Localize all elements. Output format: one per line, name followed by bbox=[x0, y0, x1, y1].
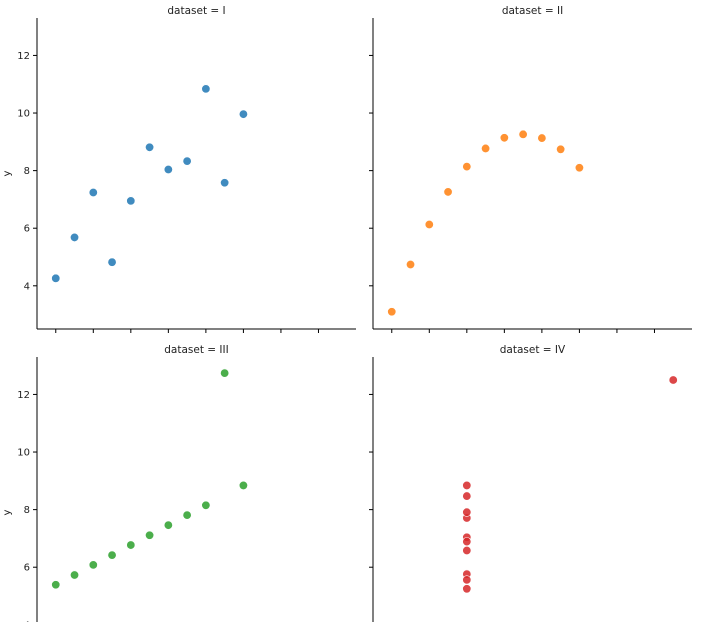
panel-3-y-tick-label: 6 bbox=[24, 563, 30, 574]
panel-1-point bbox=[201, 84, 211, 94]
panel-1-point bbox=[107, 257, 117, 267]
panel-2-point bbox=[537, 133, 547, 143]
panel-1-point bbox=[126, 196, 136, 206]
panel-2-point bbox=[499, 133, 509, 143]
panel-3-point bbox=[51, 580, 61, 590]
panel-3-y-label: y bbox=[2, 509, 13, 515]
panel-2-point bbox=[387, 307, 397, 317]
panel-3-point bbox=[145, 530, 155, 540]
panel-1-point bbox=[88, 188, 98, 198]
panel-3-point bbox=[163, 520, 173, 530]
panel-4-point bbox=[462, 491, 472, 501]
panel-1-y-label: y bbox=[2, 170, 13, 176]
panel-2-point bbox=[424, 219, 434, 229]
panel-4-point bbox=[462, 584, 472, 594]
panel-3-y-tick-label: 8 bbox=[24, 505, 30, 516]
panel-4-point bbox=[462, 546, 472, 556]
panel-1-point bbox=[163, 164, 173, 174]
panel-4-point bbox=[462, 480, 472, 490]
panel-3-point bbox=[70, 570, 80, 580]
panel-3-y-tick-label: 4 bbox=[24, 620, 30, 622]
panel-3-point bbox=[201, 500, 211, 510]
panel-1-y-tick-label: 8 bbox=[24, 166, 30, 177]
panel-3-point bbox=[107, 550, 117, 560]
panel-1-point bbox=[51, 273, 61, 283]
panel-4-title: dataset = IV bbox=[500, 344, 566, 356]
panel-1-y-tick-label: 10 bbox=[17, 109, 30, 120]
panel-3-point bbox=[182, 510, 192, 520]
panel-2-point bbox=[462, 162, 472, 172]
panel-1-y-tick-label: 4 bbox=[24, 281, 30, 292]
panel-4-point bbox=[462, 537, 472, 547]
panel-3-point bbox=[126, 540, 136, 550]
panel-2-title: dataset = II bbox=[502, 5, 563, 17]
panel-2-point bbox=[443, 187, 453, 197]
panel-4-point bbox=[668, 375, 678, 385]
panel-3-point bbox=[220, 368, 230, 378]
panel-3-point bbox=[88, 560, 98, 570]
panel-2-point bbox=[518, 129, 528, 139]
panel-4-point bbox=[462, 507, 472, 517]
panel-1-point bbox=[145, 142, 155, 152]
panel-1-y-tick-label: 12 bbox=[17, 51, 30, 62]
panel-3-point bbox=[238, 480, 248, 490]
panel-1-y-tick-label: 6 bbox=[24, 224, 30, 235]
panel-3-title: dataset = III bbox=[164, 344, 228, 356]
panel-1-point bbox=[238, 109, 248, 119]
panel-2-point bbox=[406, 259, 416, 269]
panel-1-point bbox=[182, 156, 192, 166]
panel-3-y-tick-label: 12 bbox=[17, 390, 30, 401]
panel-2-point bbox=[556, 144, 566, 154]
panel-4-point bbox=[462, 575, 472, 585]
panel-1-point bbox=[220, 178, 230, 188]
panel-1-point bbox=[70, 232, 80, 242]
panel-2-point bbox=[481, 143, 491, 153]
panel-1-title: dataset = I bbox=[167, 5, 225, 17]
panel-3-y-tick-label: 10 bbox=[17, 448, 30, 459]
panel-2-point bbox=[574, 163, 584, 173]
